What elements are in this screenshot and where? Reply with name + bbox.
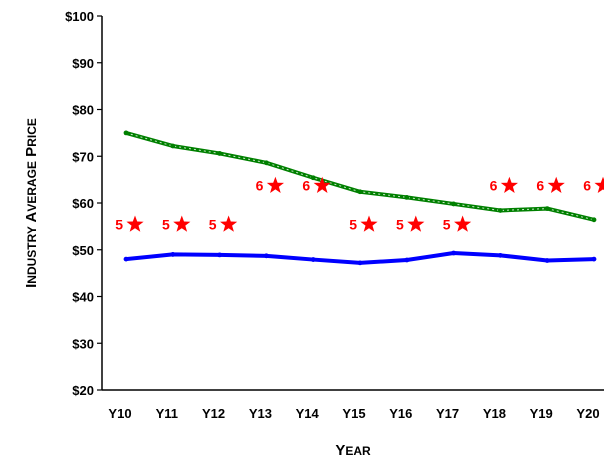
rating-star	[547, 176, 565, 193]
x-tick-label: Y16	[389, 406, 412, 421]
data-point	[544, 206, 550, 212]
rating-label: 6	[256, 178, 264, 194]
y-tick-label: $20	[72, 383, 94, 398]
y-tick-label: $70	[72, 149, 94, 164]
y-tick-label: $80	[72, 103, 94, 118]
rating-label: 5	[349, 217, 357, 233]
series-line-dots	[125, 132, 595, 221]
rating-star	[454, 215, 472, 232]
rating-star	[173, 215, 191, 232]
data-point	[544, 258, 550, 263]
x-tick-label: Y15	[342, 406, 365, 421]
rating-star	[126, 215, 144, 232]
rating-label: 6	[583, 178, 591, 194]
x-axis-ticks: Y10 Y11 Y12 Y13 Y14 Y15 Y16 Y17 Y18 Y19 Y20	[108, 406, 599, 421]
y-tick-label: $60	[72, 196, 94, 211]
rating-star	[500, 176, 518, 193]
y-tick-label: $30	[72, 336, 94, 351]
data-point	[310, 257, 316, 262]
y-tick-label: $90	[72, 56, 94, 71]
rating-star	[594, 176, 604, 193]
rating-star	[220, 215, 238, 232]
rating-label: 5	[443, 217, 451, 233]
x-tick-label: Y14	[296, 406, 320, 421]
data-point	[123, 256, 129, 262]
x-axis-title: YEAR	[335, 442, 371, 459]
y-axis-ticks: $20 $30 $40 $50 $60 $70 $80 $90 $100	[65, 9, 102, 398]
data-point	[217, 151, 223, 156]
y-tick-label: $40	[72, 290, 94, 305]
rating-star	[266, 176, 284, 193]
x-tick-label: Y17	[436, 406, 459, 421]
rating-label: 5	[115, 217, 123, 233]
rating-label: 6	[302, 178, 310, 194]
data-point	[404, 257, 410, 263]
data-point	[357, 260, 363, 266]
x-tick-label: Y18	[483, 406, 506, 421]
x-tick-label: Y20	[576, 406, 599, 421]
series-layer	[123, 130, 597, 266]
rating-star	[313, 176, 331, 193]
data-point	[357, 189, 363, 195]
x-tick-label: Y13	[249, 406, 272, 421]
rating-label: 5	[396, 217, 404, 233]
data-point	[170, 143, 176, 149]
x-tick-label: Y19	[530, 406, 553, 421]
data-point	[591, 256, 597, 262]
rating-label: 5	[209, 217, 217, 233]
data-point	[310, 175, 316, 181]
rating-label: 6	[490, 178, 498, 194]
data-point	[217, 252, 223, 258]
rating-label: 6	[536, 178, 544, 194]
data-point	[170, 252, 176, 257]
data-point	[404, 194, 410, 200]
rating-markers: 5 5 5 6 6 5 5 5 6 6 6	[115, 176, 604, 233]
data-point	[498, 208, 503, 213]
rating-label: 5	[162, 217, 170, 233]
y-tick-label: $50	[72, 243, 94, 258]
x-tick-label: Y11	[156, 406, 178, 421]
data-point	[451, 201, 456, 207]
y-tick-label: $100	[65, 9, 94, 24]
rating-star	[360, 215, 378, 232]
rating-star	[407, 215, 425, 232]
data-point	[123, 130, 129, 136]
data-point	[264, 160, 269, 166]
x-tick-label: Y10	[108, 406, 131, 421]
data-point	[264, 253, 269, 259]
x-tick-label: Y12	[202, 406, 225, 421]
data-point	[498, 252, 503, 258]
data-point	[591, 217, 597, 223]
data-point	[451, 250, 456, 256]
y-axis-title: INDUSTRY AVERAGE PRICE	[23, 118, 40, 288]
series-line	[125, 130, 595, 222]
